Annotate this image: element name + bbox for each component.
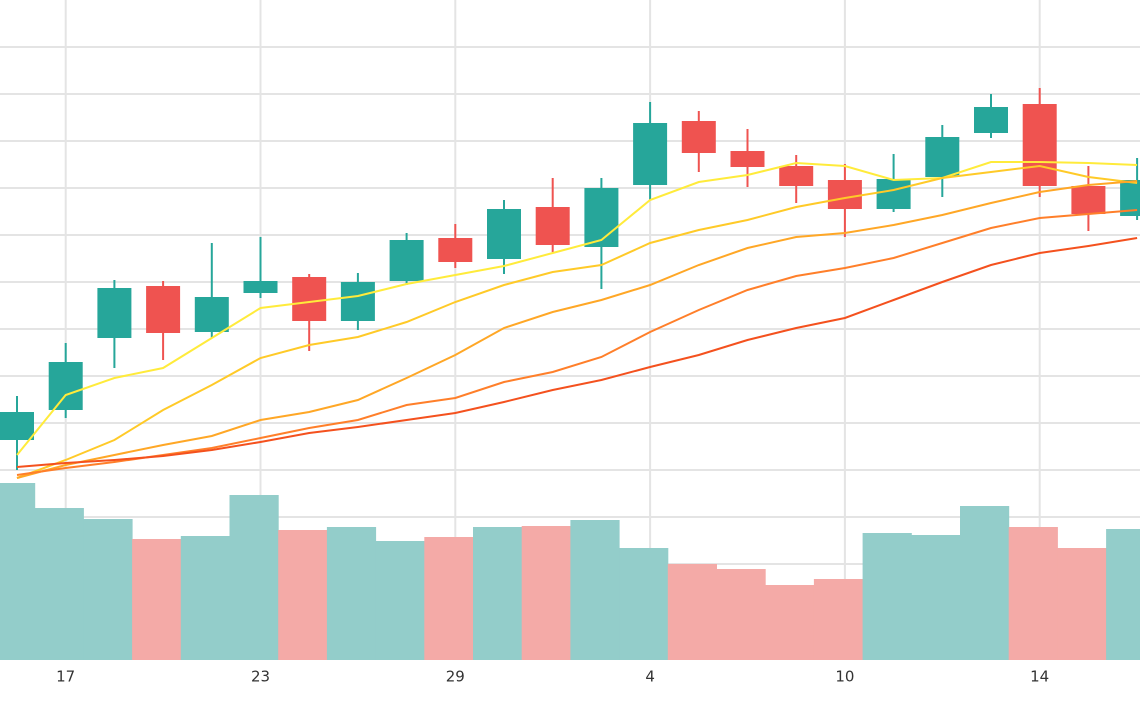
candle-body (292, 277, 327, 321)
candle-body (876, 179, 911, 209)
volume-bar (1008, 527, 1058, 660)
volume-bar (1106, 529, 1140, 660)
candle-body (48, 362, 83, 410)
x-tick-label: 29 (446, 668, 465, 686)
candle-body (584, 188, 619, 247)
moving-average-line (16, 161, 1138, 456)
candle-body (438, 238, 473, 262)
moving-average-line (16, 164, 1138, 479)
candle-body (827, 180, 862, 209)
candle-body (146, 286, 181, 333)
volume-bar (278, 530, 328, 660)
candle-body (925, 137, 960, 177)
candle-body (974, 107, 1008, 133)
candle-body (633, 123, 668, 185)
candle-body (535, 207, 570, 245)
candle-body (487, 209, 521, 259)
volume-bar (473, 527, 523, 660)
candle-body (97, 288, 132, 338)
volume-bar (1057, 548, 1107, 660)
candle-body (389, 240, 424, 281)
volume-bar (132, 539, 182, 660)
x-tick-label: 4 (645, 668, 655, 686)
x-tick-label: 10 (835, 668, 854, 686)
volume-bar (180, 536, 230, 660)
candle-body (681, 121, 716, 153)
candle-body (1120, 180, 1140, 216)
volume-bar (813, 579, 864, 660)
volume-bar (229, 495, 279, 660)
volume-bar (765, 585, 815, 660)
volume-bar (862, 533, 912, 660)
volume-bar (716, 569, 766, 660)
volume-bar (570, 520, 620, 660)
volume-bar (326, 527, 377, 660)
volume-bar (375, 541, 425, 660)
volume-bar (83, 519, 133, 660)
volume-bar (667, 564, 717, 660)
moving-average-line (16, 237, 1138, 468)
x-tick-label: 23 (251, 668, 270, 686)
volume-bar (619, 548, 669, 660)
candle-body (0, 412, 34, 440)
moving-average-line (16, 209, 1138, 476)
candle-body (1022, 104, 1057, 186)
candle-body (194, 297, 229, 332)
x-tick-label: 14 (1030, 668, 1049, 686)
moving-average-line (16, 180, 1138, 479)
candle-body (730, 151, 765, 167)
candle-body (340, 282, 375, 321)
volume-bar (0, 483, 36, 660)
volume-bar (521, 526, 571, 660)
volume-bar (424, 537, 474, 660)
candle-body (779, 166, 814, 186)
x-tick-label: 17 (56, 668, 75, 686)
candle-body (1071, 186, 1106, 214)
volume-bar (34, 508, 84, 660)
volume-bar (960, 506, 1010, 660)
volume-bar (911, 535, 961, 660)
candle-body (243, 281, 278, 293)
